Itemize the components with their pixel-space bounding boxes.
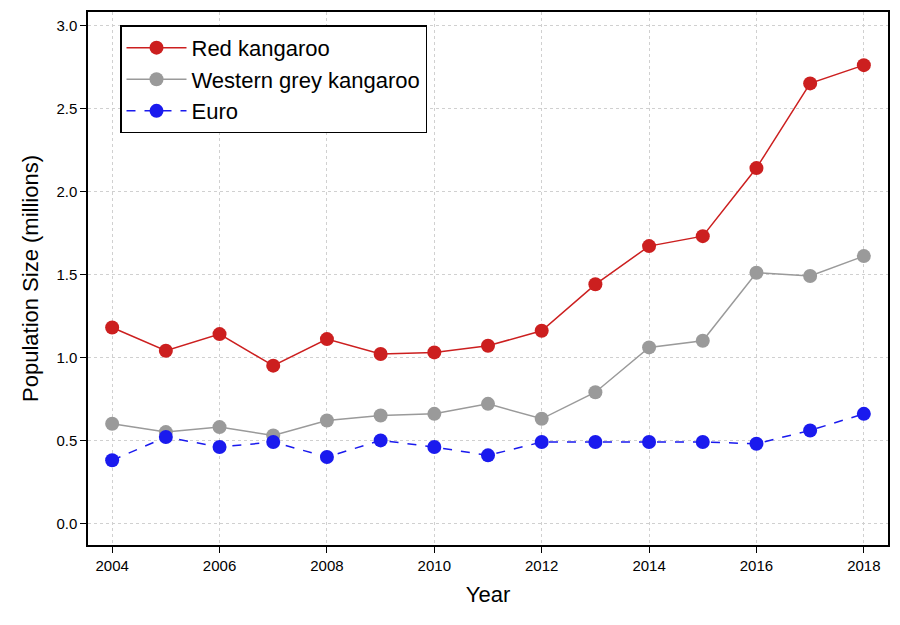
svg-text:Red kangaroo: Red kangaroo (192, 36, 330, 61)
svg-text:2006: 2006 (203, 557, 236, 574)
svg-text:1.0: 1.0 (56, 349, 77, 366)
svg-text:2010: 2010 (418, 557, 451, 574)
svg-text:Western grey kangaroo: Western grey kangaroo (192, 68, 420, 93)
svg-text:2004: 2004 (95, 557, 128, 574)
svg-text:2.0: 2.0 (56, 183, 77, 200)
svg-text:2012: 2012 (525, 557, 558, 574)
svg-text:2018: 2018 (847, 557, 880, 574)
svg-text:1.5: 1.5 (56, 266, 77, 283)
svg-text:2016: 2016 (740, 557, 773, 574)
svg-text:Year: Year (466, 582, 510, 607)
svg-text:2008: 2008 (310, 557, 343, 574)
svg-text:0.0: 0.0 (56, 515, 77, 532)
svg-text:0.5: 0.5 (56, 432, 77, 449)
svg-text:3.0: 3.0 (56, 17, 77, 34)
svg-text:Population Size (millions): Population Size (millions) (18, 155, 43, 402)
svg-text:2.5: 2.5 (56, 100, 77, 117)
svg-text:Euro: Euro (192, 99, 238, 124)
svg-text:2014: 2014 (632, 557, 665, 574)
